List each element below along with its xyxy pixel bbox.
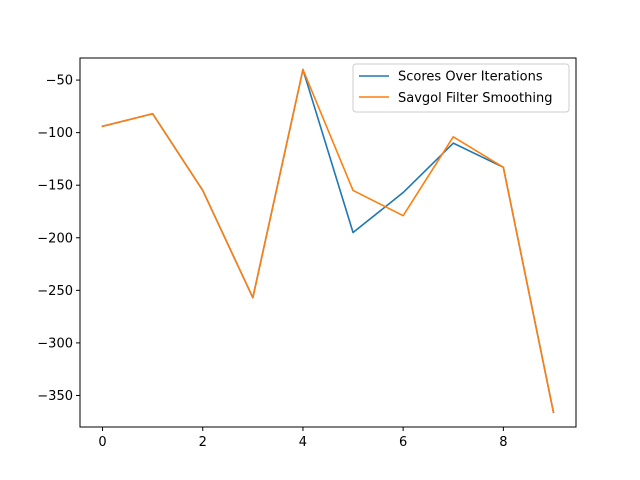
- x-axis-ticks: 0 2 4 6 8: [98, 427, 507, 450]
- y-axis-ticks: −350 −300 −250 −200 −150 −100 −50: [37, 74, 80, 404]
- x-tick-label: 4: [299, 435, 307, 450]
- x-tick-label: 0: [98, 435, 106, 450]
- x-tick-label: 2: [199, 435, 207, 450]
- y-tick-label: −150: [37, 179, 73, 194]
- y-tick-label: −300: [37, 336, 73, 351]
- x-tick-label: 6: [399, 435, 407, 450]
- legend: Scores Over Iterations Savgol Filter Smo…: [352, 63, 570, 113]
- legend-label-savgol: Savgol Filter Smoothing: [398, 91, 552, 106]
- x-tick-label: 8: [499, 435, 507, 450]
- y-tick-label: −100: [37, 126, 73, 141]
- legend-box: [352, 63, 570, 113]
- plot-area: [80, 58, 576, 427]
- series-line-savgol: [101, 68, 555, 414]
- y-tick-label: −200: [37, 231, 73, 246]
- plot-frame: [79, 57, 577, 428]
- legend-label-scores: Scores Over Iterations: [398, 70, 543, 85]
- y-tick-label: −350: [37, 389, 73, 404]
- series-layer: [101, 68, 555, 414]
- y-tick-label: −50: [46, 74, 73, 89]
- y-tick-label: −250: [37, 284, 73, 299]
